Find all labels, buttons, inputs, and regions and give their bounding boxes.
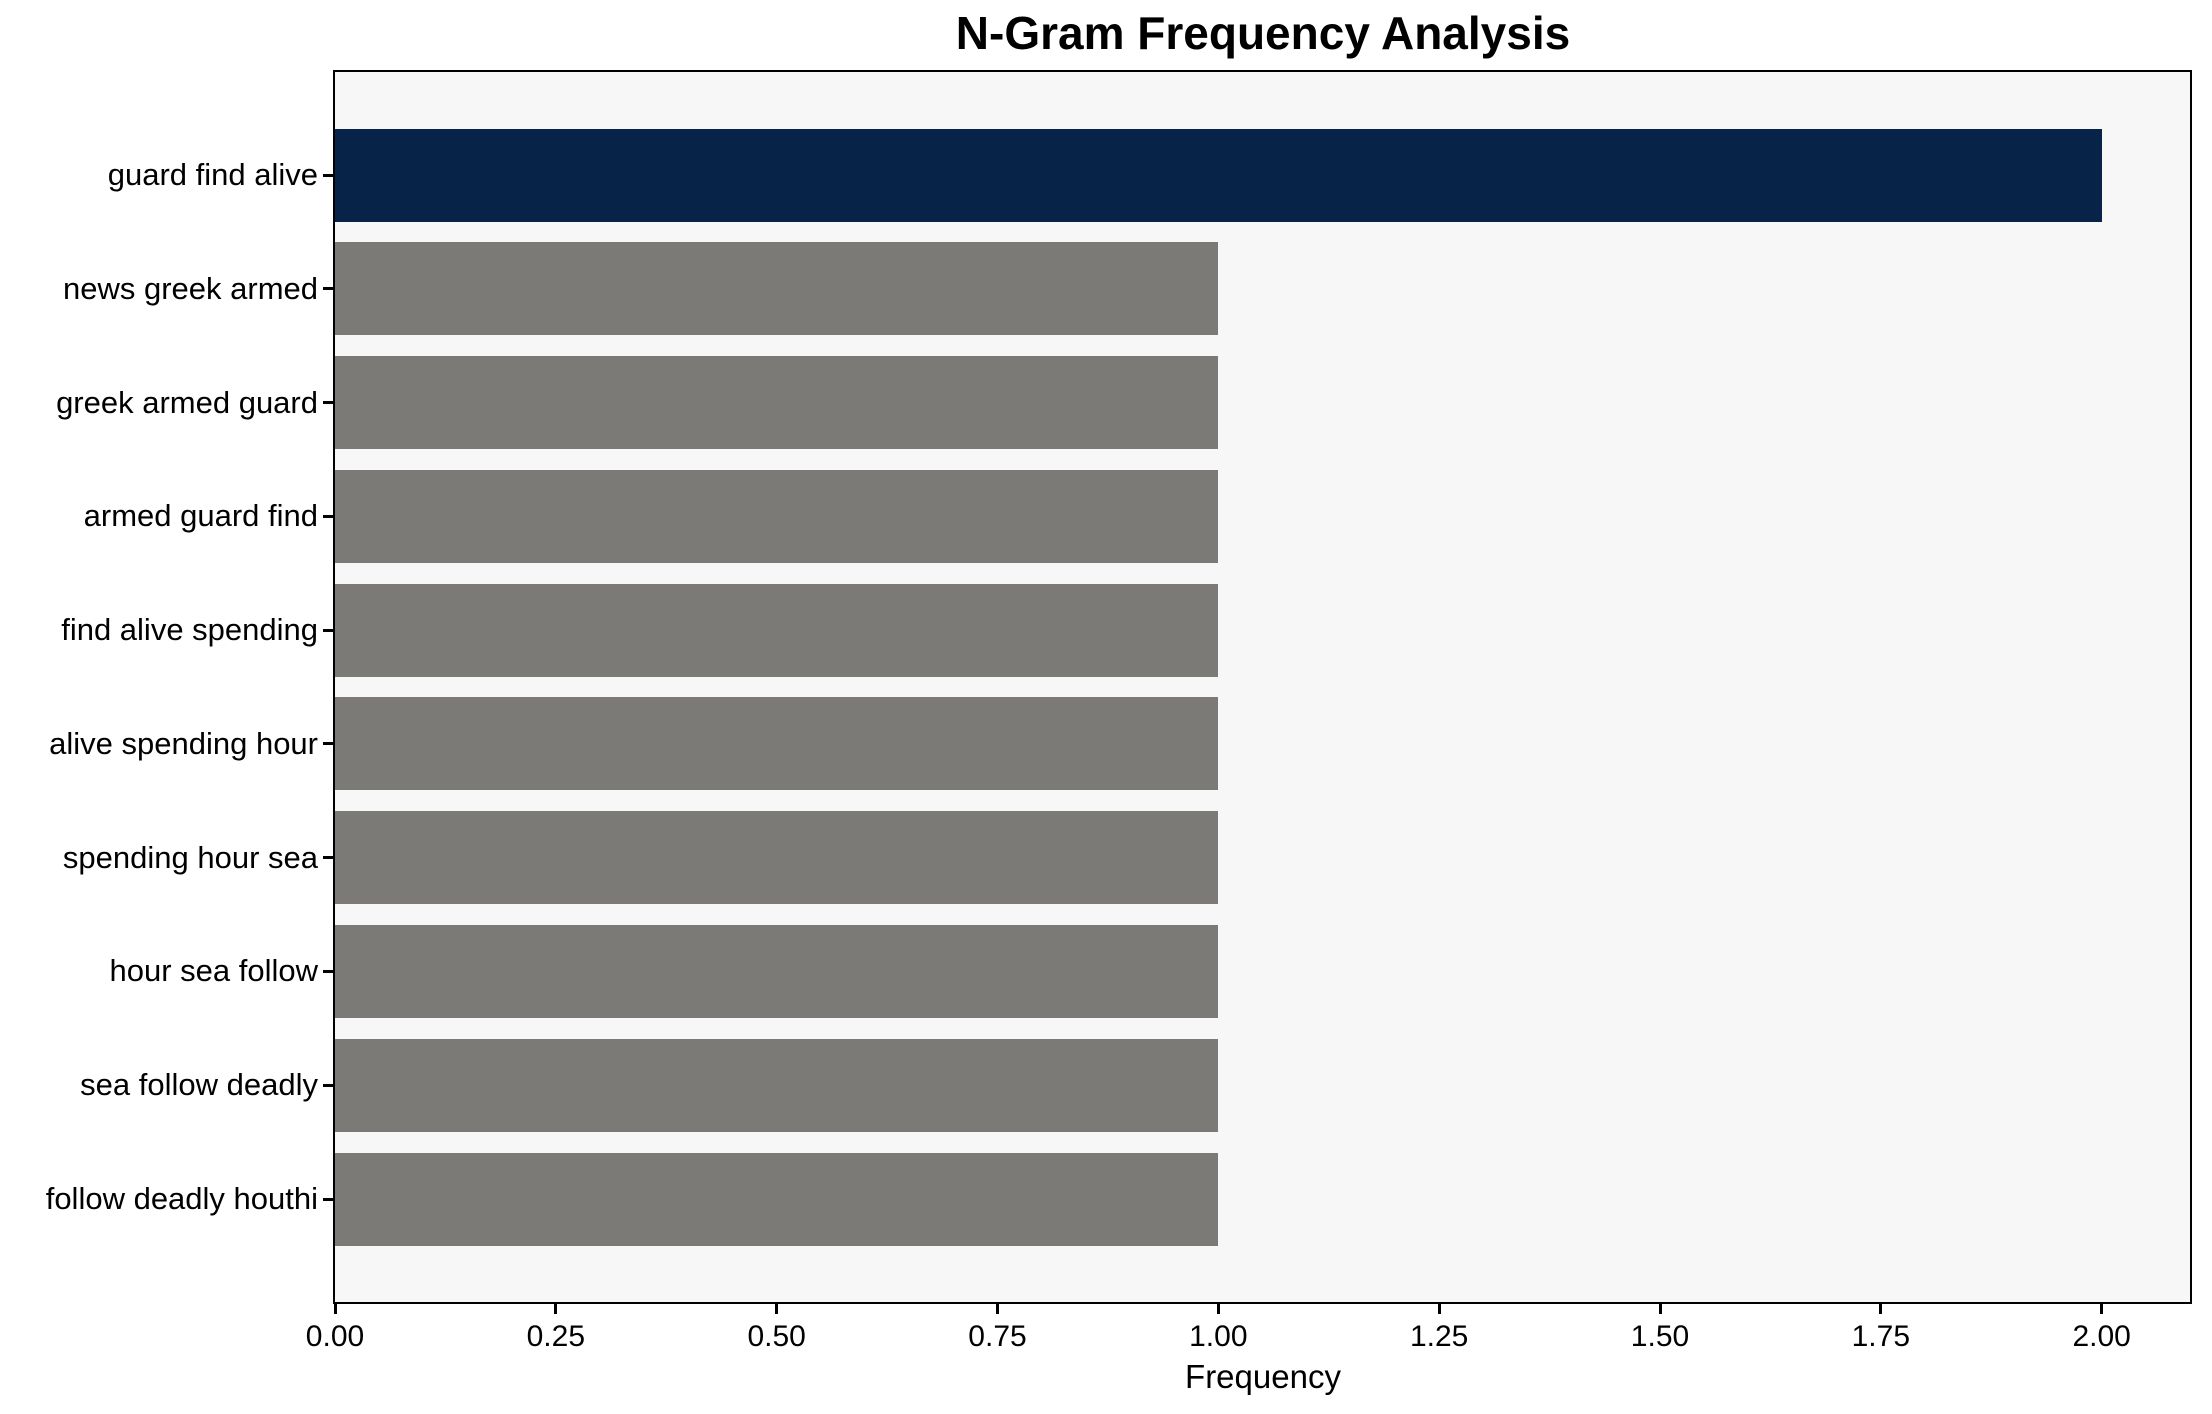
bar-alive-spending-hour <box>335 697 1219 791</box>
x-tick-mark <box>1879 1304 1883 1314</box>
y-tick-mark <box>323 173 333 177</box>
bar-armed-guard-find <box>335 469 1219 563</box>
chart-title: N-Gram Frequency Analysis <box>955 7 1571 59</box>
y-tick-mark <box>323 969 333 973</box>
x-tick-mark <box>996 1304 999 1314</box>
x-tick-label-0.00: 0.00 <box>305 1320 365 1353</box>
y-tick-label-find-alive-spending: find alive spending <box>61 612 318 648</box>
y-tick-mark <box>323 1197 333 1201</box>
x-tick-mark <box>333 1304 337 1314</box>
x-tick-label-1.00: 1.00 <box>1189 1320 1248 1353</box>
y-tick-label-news-greek-armed: news greek armed <box>62 270 318 306</box>
y-tick-label-hour-sea-follow: hour sea follow <box>109 953 318 989</box>
x-tick-label-1.50: 1.50 <box>1630 1320 1690 1353</box>
y-tick-mark <box>323 514 333 518</box>
bar-hour-sea-follow <box>335 924 1219 1018</box>
y-tick-label-greek-armed-guard: greek armed guard <box>56 384 318 420</box>
bar-news-greek-armed <box>335 242 1219 336</box>
bar-greek-armed-guard <box>335 356 1219 450</box>
bar-follow-deadly-houthi <box>335 1152 1219 1246</box>
y-tick-mark <box>323 1083 333 1087</box>
bar-find-alive-spending <box>335 583 1219 677</box>
y-tick-label-alive-spending-hour: alive spending hour <box>49 725 318 761</box>
y-tick-mark <box>323 401 333 405</box>
y-tick-mark <box>323 628 333 632</box>
x-tick-mark <box>2100 1304 2104 1314</box>
x-tick-label-0.25: 0.25 <box>526 1320 586 1353</box>
plot-area <box>333 70 2192 1304</box>
x-tick-mark <box>775 1304 779 1314</box>
x-tick-mark <box>1658 1304 1662 1314</box>
y-tick-label-spending-hour-sea: spending hour sea <box>62 839 318 875</box>
y-tick-mark <box>323 287 333 291</box>
x-tick-label-0.75: 0.75 <box>968 1320 1027 1353</box>
y-tick-label-sea-follow-deadly: sea follow deadly <box>80 1067 318 1103</box>
y-tick-label-armed-guard-find: armed guard find <box>83 498 318 534</box>
bar-spending-hour-sea <box>335 811 1219 905</box>
bar-sea-follow-deadly <box>335 1038 1219 1132</box>
x-axis-label: Frequency <box>1185 1358 1341 1395</box>
y-tick-label-guard-find-alive: guard find alive <box>107 157 318 192</box>
x-tick-label-1.25: 1.25 <box>1409 1320 1469 1353</box>
bar-guard-find-alive <box>335 128 2102 222</box>
x-tick-mark <box>554 1304 558 1314</box>
y-tick-mark <box>323 856 333 860</box>
x-tick-mark <box>1437 1304 1441 1314</box>
x-tick-mark <box>1216 1304 1220 1314</box>
x-tick-label-2.00: 2.00 <box>2072 1320 2131 1353</box>
y-tick-mark <box>323 742 333 746</box>
x-tick-label-0.50: 0.50 <box>747 1320 806 1353</box>
x-tick-label-1.75: 1.75 <box>1851 1320 1911 1353</box>
y-tick-label-follow-deadly-houthi: follow deadly houthi <box>45 1181 318 1216</box>
